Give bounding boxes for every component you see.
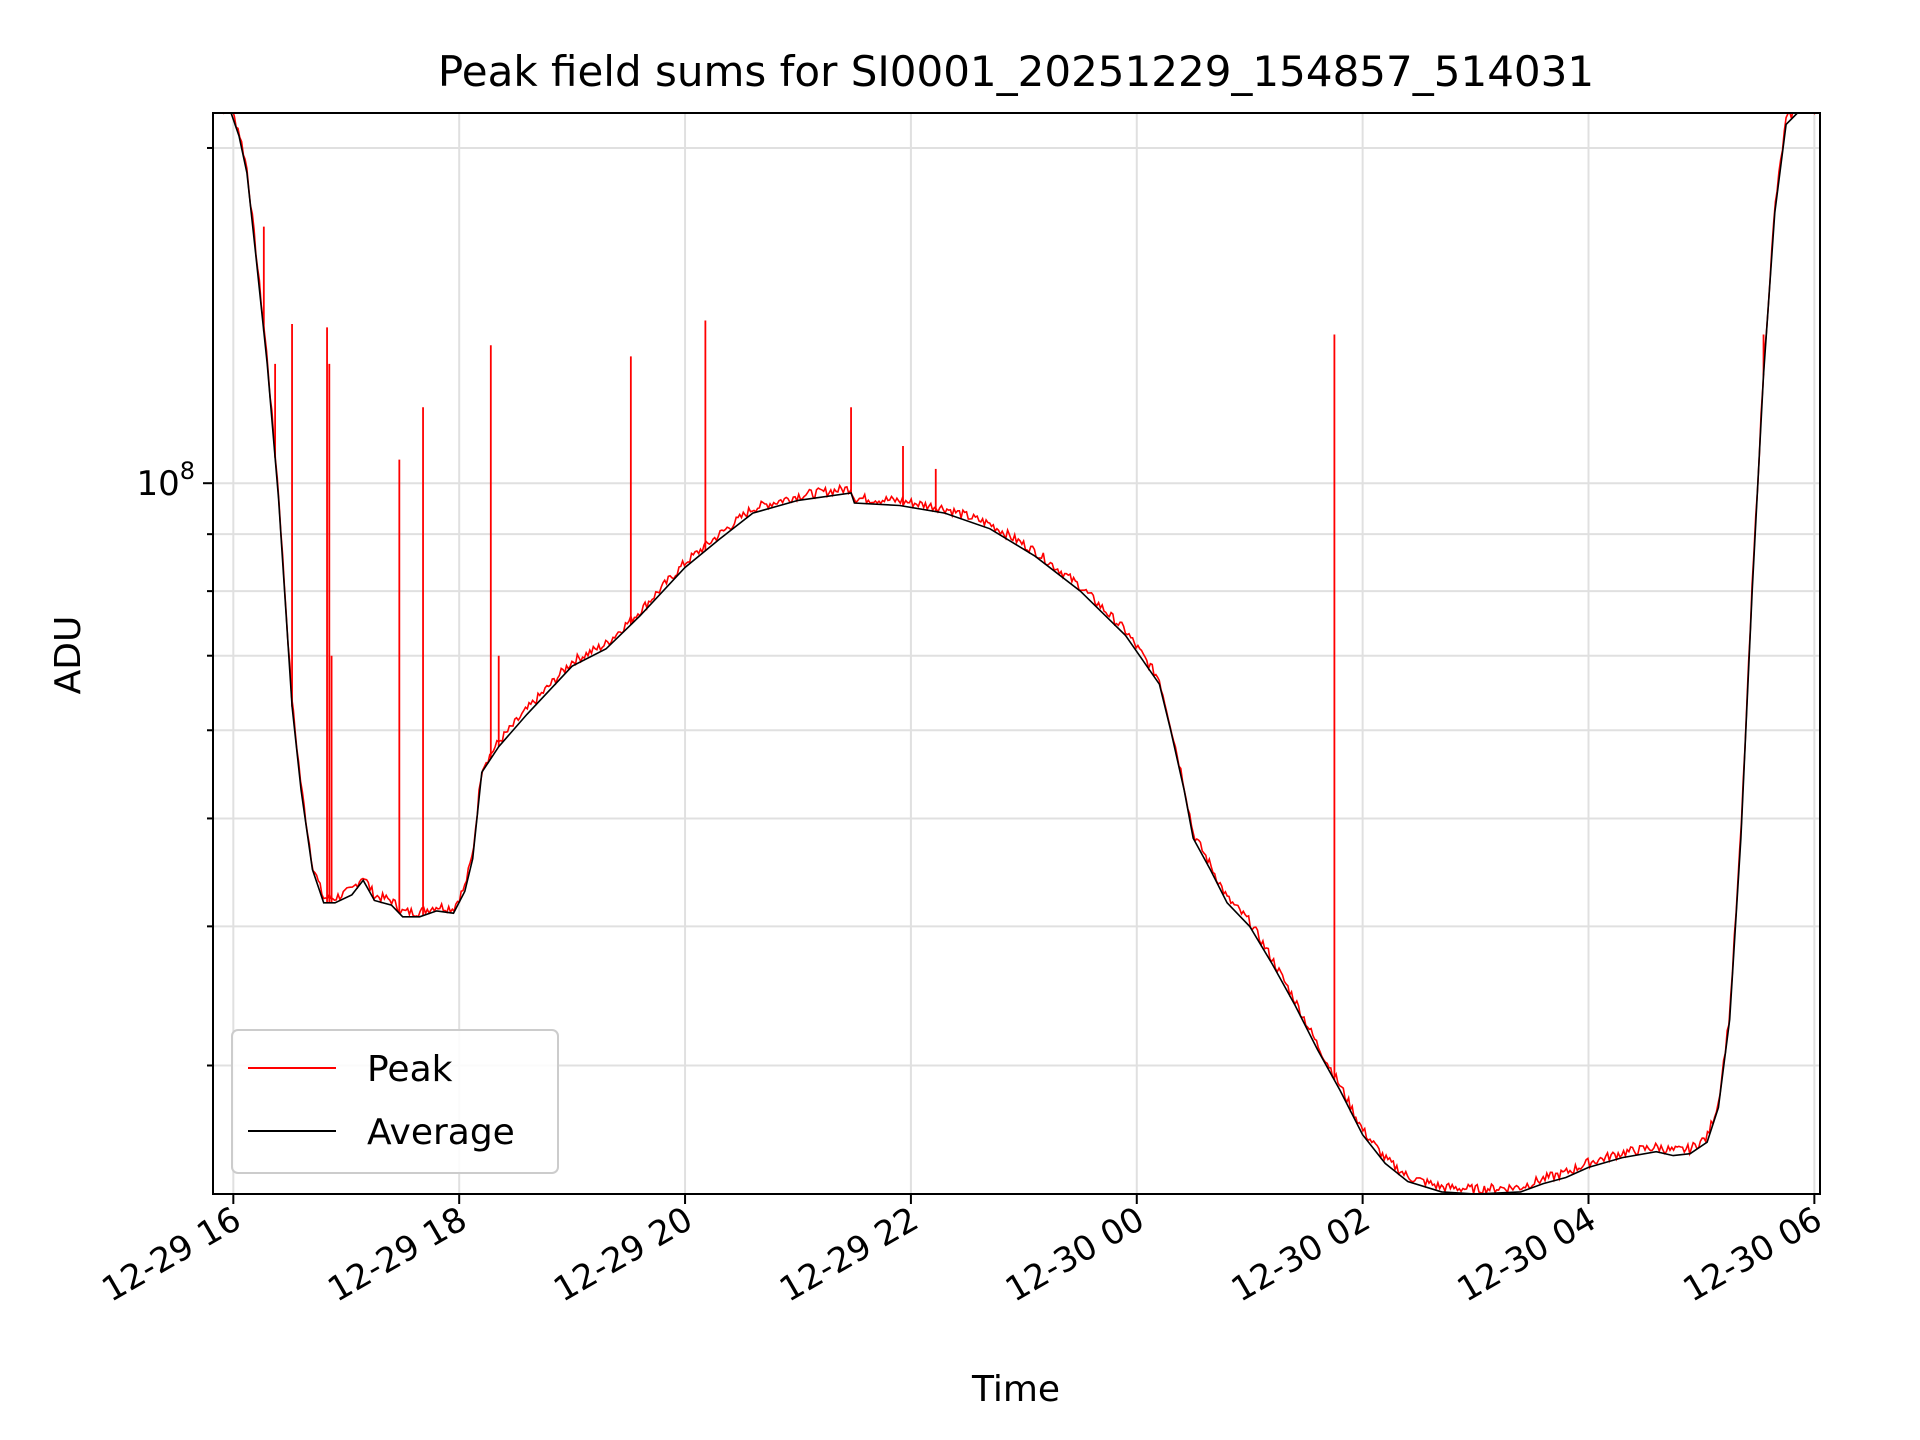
legend-box (231, 1029, 559, 1174)
legend-average-label: Average (367, 1112, 515, 1153)
x-tick-label: 12-29 18 (321, 1199, 473, 1310)
grid (213, 113, 1820, 1194)
x-tick-label: 12-29 20 (547, 1199, 699, 1310)
plot-frame (212, 112, 1821, 1195)
y-axis: 108 (136, 146, 213, 1067)
x-axis: 12-29 16 12-29 18 12-29 20 12-29 22 12-30 00… (95, 1194, 1829, 1310)
chart-title: Peak field sums for SI0001_20251229_1548… (438, 47, 1594, 96)
y-axis-label: ADU (48, 616, 89, 695)
x-tick-label: 12-29 22 (773, 1199, 925, 1310)
x-tick-label: 12-30 02 (1225, 1199, 1377, 1310)
legend-peak-label: Peak (367, 1049, 453, 1090)
series-layer (213, 113, 1820, 1194)
x-axis-label: Time (971, 1369, 1060, 1410)
legend: Peak Average (231, 1029, 559, 1174)
x-tick-label: 12-29 16 (95, 1199, 247, 1310)
x-tick-label: 12-30 00 (999, 1199, 1151, 1310)
average-series-line (213, 113, 1820, 1194)
x-tick-label: 12-30 06 (1676, 1199, 1828, 1310)
y-tick-label: 108 (136, 457, 195, 504)
x-tick-label: 12-30 04 (1451, 1199, 1603, 1310)
